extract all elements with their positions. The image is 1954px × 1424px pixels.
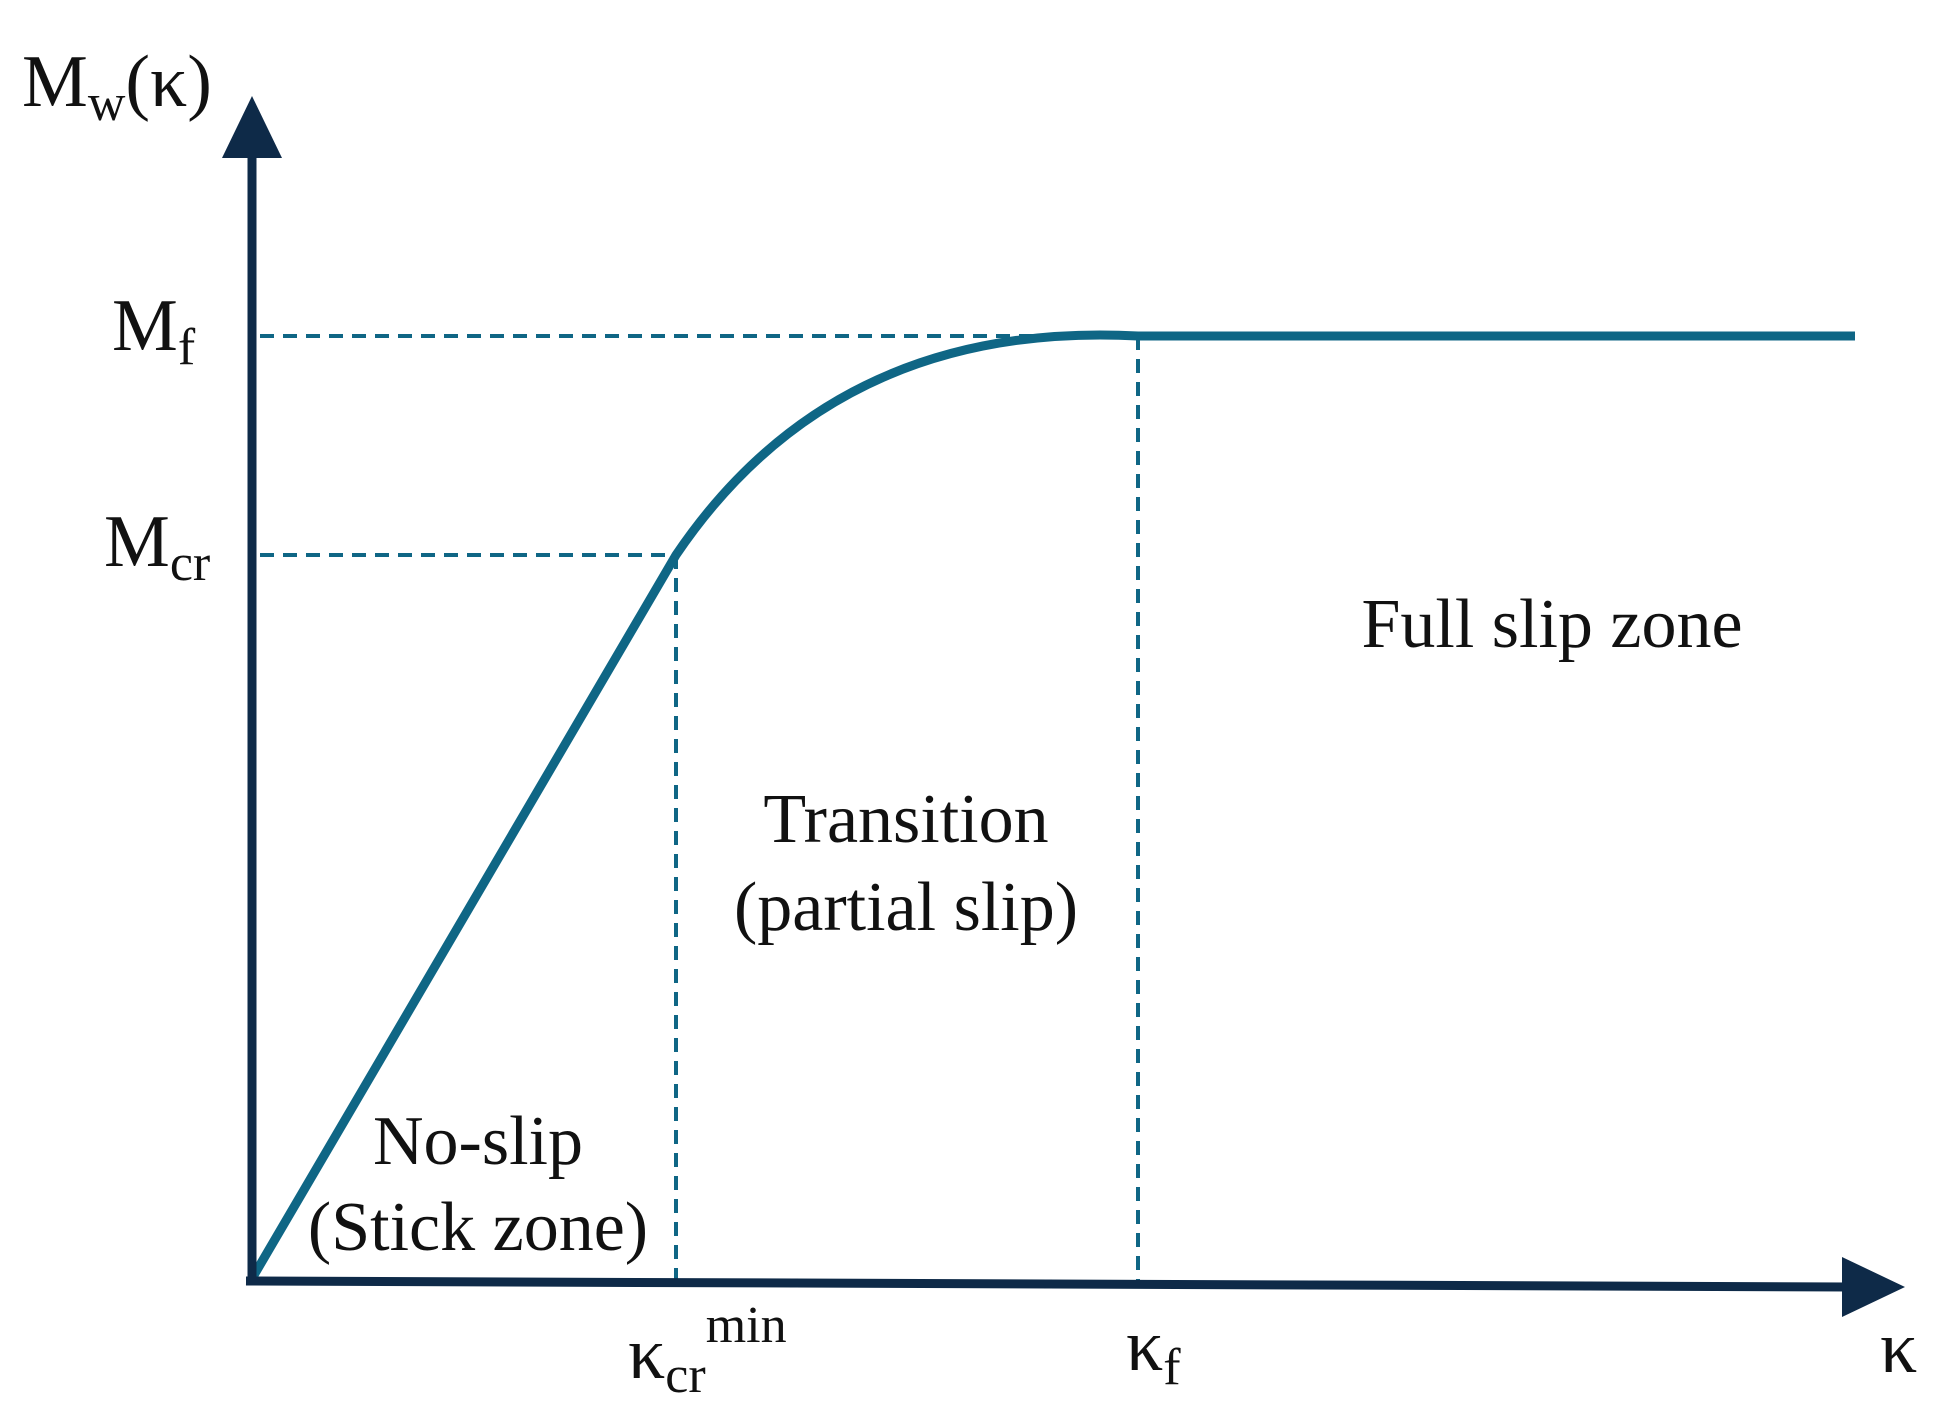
y-axis-arrowhead: [222, 96, 282, 158]
mf-tick-label: Mf: [112, 285, 196, 376]
x-axis-line: [245, 1276, 1851, 1292]
mcr-tick-label: Mcr: [104, 501, 210, 592]
no-slip-zone-label: No-slip: [373, 1103, 583, 1180]
y-axis-label: Mw(κ): [22, 41, 212, 132]
transition-zone-label: Transition: [763, 781, 1048, 858]
kf-tick-label: κf: [1126, 1305, 1181, 1396]
kcr-min-tick-label: κcrmin: [628, 1297, 787, 1404]
full-slip-zone-label: Full slip zone: [1361, 586, 1742, 663]
x-axis-label: κ: [1880, 1307, 1917, 1389]
moment-curvature-curve: [246, 330, 1855, 1285]
stick-zone-label: (Stick zone): [308, 1189, 648, 1266]
partial-slip-label: (partial slip): [734, 869, 1078, 946]
x-axis-arrowhead: [1842, 1257, 1905, 1317]
